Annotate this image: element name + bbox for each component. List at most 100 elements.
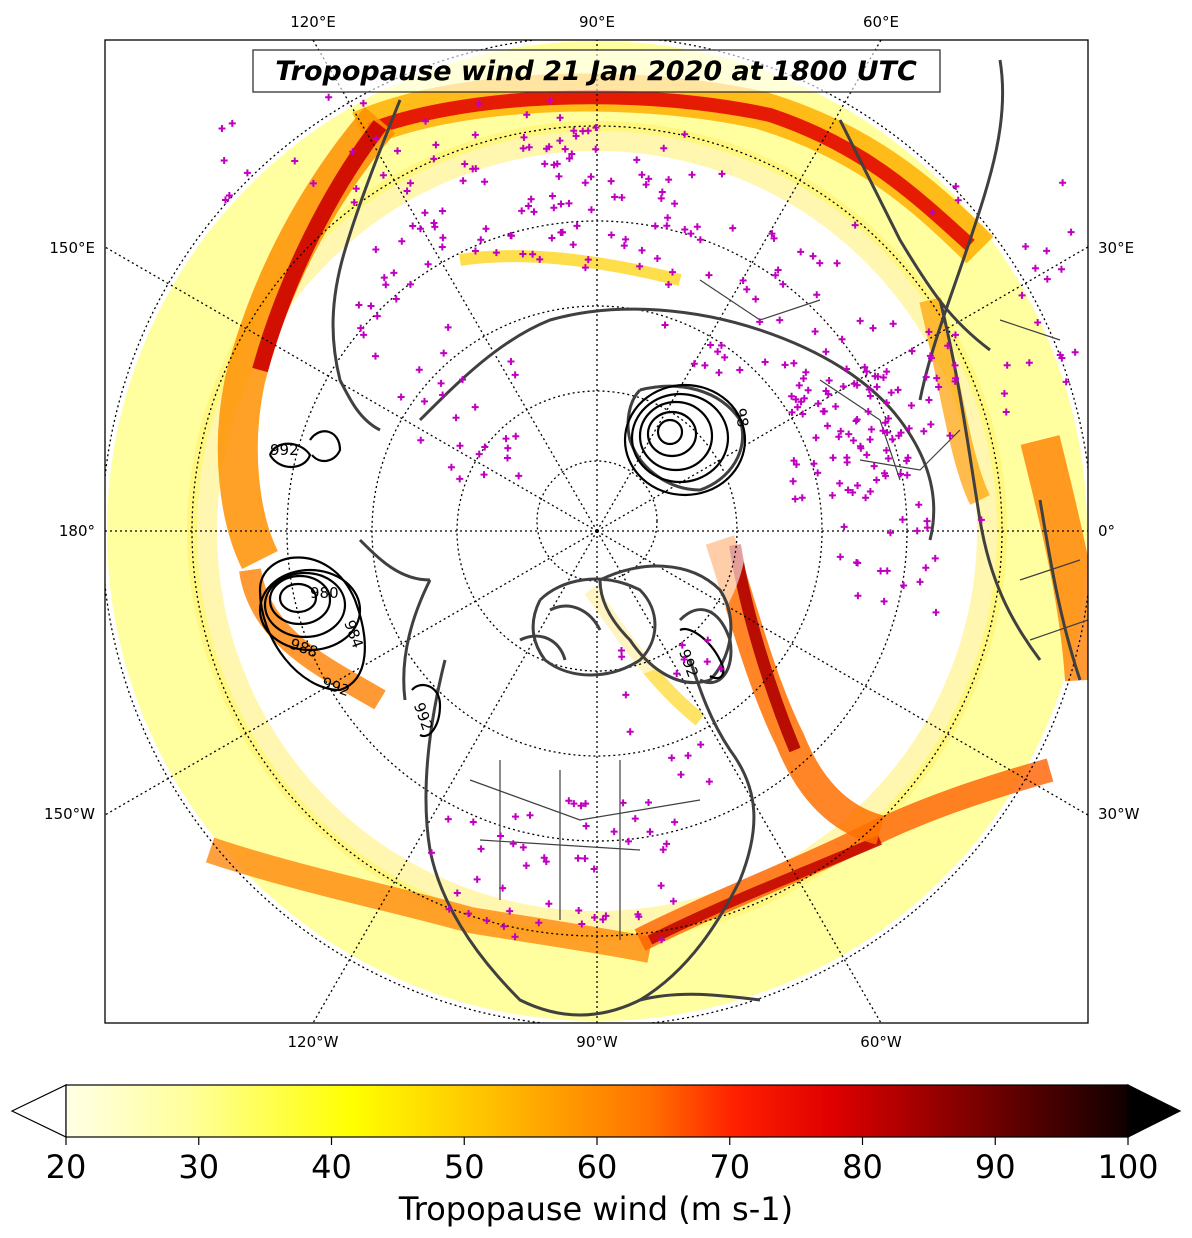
station-marker [620, 242, 628, 250]
station-marker [546, 97, 554, 105]
station-marker [696, 236, 704, 244]
station-marker [792, 395, 800, 403]
pressure-contours [258, 383, 747, 738]
station-marker [1000, 389, 1008, 397]
station-marker [908, 347, 916, 355]
station-marker [618, 194, 626, 202]
station-marker [954, 196, 962, 204]
station-marker [220, 156, 228, 164]
station-marker [439, 234, 447, 242]
station-marker [920, 427, 928, 435]
station-marker [776, 316, 784, 324]
station-marker [390, 269, 398, 277]
station-marker [714, 348, 722, 356]
station-marker [525, 143, 533, 151]
station-marker [871, 372, 879, 380]
station-marker [870, 462, 878, 470]
station-marker [854, 481, 862, 489]
station-marker [221, 196, 229, 204]
station-marker [680, 655, 688, 663]
station-marker [492, 249, 500, 257]
station-marker [854, 592, 862, 600]
station-marker [863, 368, 871, 376]
station-marker [669, 268, 677, 276]
station-marker [646, 828, 654, 836]
station-marker [838, 335, 846, 343]
station-marker [416, 225, 424, 233]
station-marker [373, 312, 381, 320]
station-marker [437, 379, 445, 387]
station-marker [828, 491, 836, 499]
station-marker [607, 231, 615, 239]
station-marker [903, 471, 911, 479]
station-marker [350, 198, 358, 206]
station-marker [1043, 247, 1051, 255]
station-marker [931, 554, 939, 562]
station-marker [1034, 319, 1042, 327]
station-marker [548, 192, 556, 200]
station-marker [756, 318, 764, 326]
station-marker [721, 353, 729, 361]
colorbar-min-extend [10, 1084, 67, 1138]
station-marker [653, 255, 661, 263]
station-marker [480, 471, 488, 479]
station-marker [933, 374, 941, 382]
station-marker [439, 391, 447, 399]
station-marker [836, 553, 844, 561]
station-marker [438, 207, 446, 215]
station-marker [883, 368, 891, 376]
station-marker [550, 204, 558, 212]
station-marker [499, 884, 507, 892]
station-marker [309, 179, 317, 187]
station-marker [444, 815, 452, 823]
station-marker [883, 567, 891, 575]
station-marker [497, 832, 505, 840]
station-marker [788, 392, 796, 400]
station-marker [677, 771, 685, 779]
station-marker [592, 124, 600, 132]
station-marker [660, 144, 668, 152]
station-marker [669, 897, 677, 905]
station-marker [579, 127, 587, 135]
station-marker [1022, 242, 1030, 250]
station-marker [591, 913, 599, 921]
station-marker [687, 230, 695, 238]
station-marker [927, 420, 935, 428]
station-marker [705, 271, 713, 279]
station-marker [380, 274, 388, 282]
station-marker [1067, 228, 1075, 236]
station-marker [664, 214, 672, 222]
station-marker [636, 262, 644, 270]
station-marker [843, 454, 851, 462]
station-marker [581, 854, 589, 862]
station-marker [661, 321, 669, 329]
station-marker [697, 741, 705, 749]
station-marker [863, 451, 871, 459]
station-marker [873, 383, 881, 391]
station-marker [884, 454, 892, 462]
station-marker [688, 171, 696, 179]
station-marker [946, 432, 954, 440]
station-marker [768, 230, 776, 238]
station-marker [849, 436, 857, 444]
station-marker [482, 225, 490, 233]
station-marker [352, 185, 360, 193]
station-marker [582, 800, 590, 808]
station-marker [657, 882, 665, 890]
station-marker [535, 919, 543, 927]
station-marker [663, 222, 671, 230]
station-marker [379, 171, 387, 179]
station-marker [880, 597, 888, 605]
station-marker [922, 564, 930, 572]
station-marker [530, 208, 538, 216]
station-marker [813, 291, 821, 299]
station-marker [555, 172, 563, 180]
station-marker [729, 224, 737, 232]
colorbar-max-extend [1127, 1084, 1182, 1138]
station-marker [617, 646, 625, 654]
station-marker [814, 469, 822, 477]
station-marker [430, 219, 438, 227]
station-marker [790, 359, 798, 367]
station-marker [570, 800, 578, 808]
station-marker [349, 148, 357, 156]
